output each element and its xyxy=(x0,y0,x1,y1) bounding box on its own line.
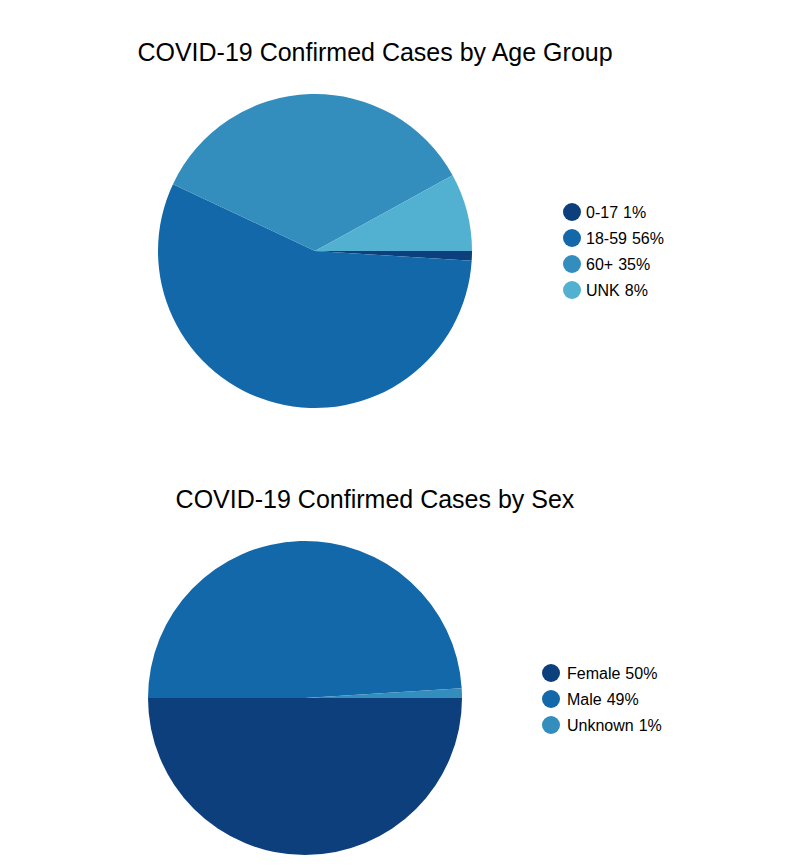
legend-category: Male xyxy=(567,691,602,708)
legend-category: 18-59 xyxy=(586,230,627,247)
legend-category: 60+ xyxy=(586,256,613,273)
legend-swatch xyxy=(563,229,581,247)
pie-slice xyxy=(148,541,462,698)
legend-swatch xyxy=(563,281,581,299)
slices xyxy=(148,541,462,855)
legend-value: 35% xyxy=(618,256,650,273)
legend-value: 1% xyxy=(639,717,662,734)
legend-swatch xyxy=(542,664,560,682)
legend-category: Unknown xyxy=(567,717,634,734)
pie-chart: COVID-19 Confirmed Cases by Age Group 0-1… xyxy=(137,38,664,408)
legend-entry: Male 49% xyxy=(567,691,639,708)
legend-entry: 18-59 56% xyxy=(586,230,664,247)
legend-swatch xyxy=(542,716,560,734)
legend-entry: UNK 8% xyxy=(586,282,648,299)
chart-title: COVID-19 Confirmed Cases by Age Group xyxy=(137,38,612,66)
legend-entry: Unknown 1% xyxy=(567,717,662,734)
legend-swatch xyxy=(542,690,560,708)
legend-category: UNK xyxy=(586,282,620,299)
legend-value: 49% xyxy=(607,691,639,708)
legend: 0-17 1% 18-59 56% 60+ 35% UNK 8% xyxy=(563,203,664,299)
legend-value: 50% xyxy=(625,665,657,682)
legend-value: 1% xyxy=(623,204,646,221)
legend-entry: Female 50% xyxy=(567,665,657,682)
pie-slice xyxy=(315,175,472,251)
slices xyxy=(158,94,472,408)
pie-chart: COVID-19 Confirmed Cases by Sex Female 50%… xyxy=(148,485,662,855)
legend-category: Female xyxy=(567,665,620,682)
legend-category: 0-17 xyxy=(586,204,618,221)
legend: Female 50% Male 49% Unknown 1% xyxy=(542,664,662,734)
chart-title: COVID-19 Confirmed Cases by Sex xyxy=(176,485,575,513)
legend-entry: 0-17 1% xyxy=(586,204,646,221)
legend-value: 56% xyxy=(632,230,664,247)
legend-value: 8% xyxy=(625,282,648,299)
pie-slice xyxy=(148,698,462,855)
legend-entry: 60+ 35% xyxy=(586,256,650,273)
legend-swatch xyxy=(563,255,581,273)
chart-canvas: COVID-19 Confirmed Cases by Age Group 0-1… xyxy=(0,0,796,868)
legend-swatch xyxy=(563,203,581,221)
pie-slice xyxy=(305,688,462,698)
